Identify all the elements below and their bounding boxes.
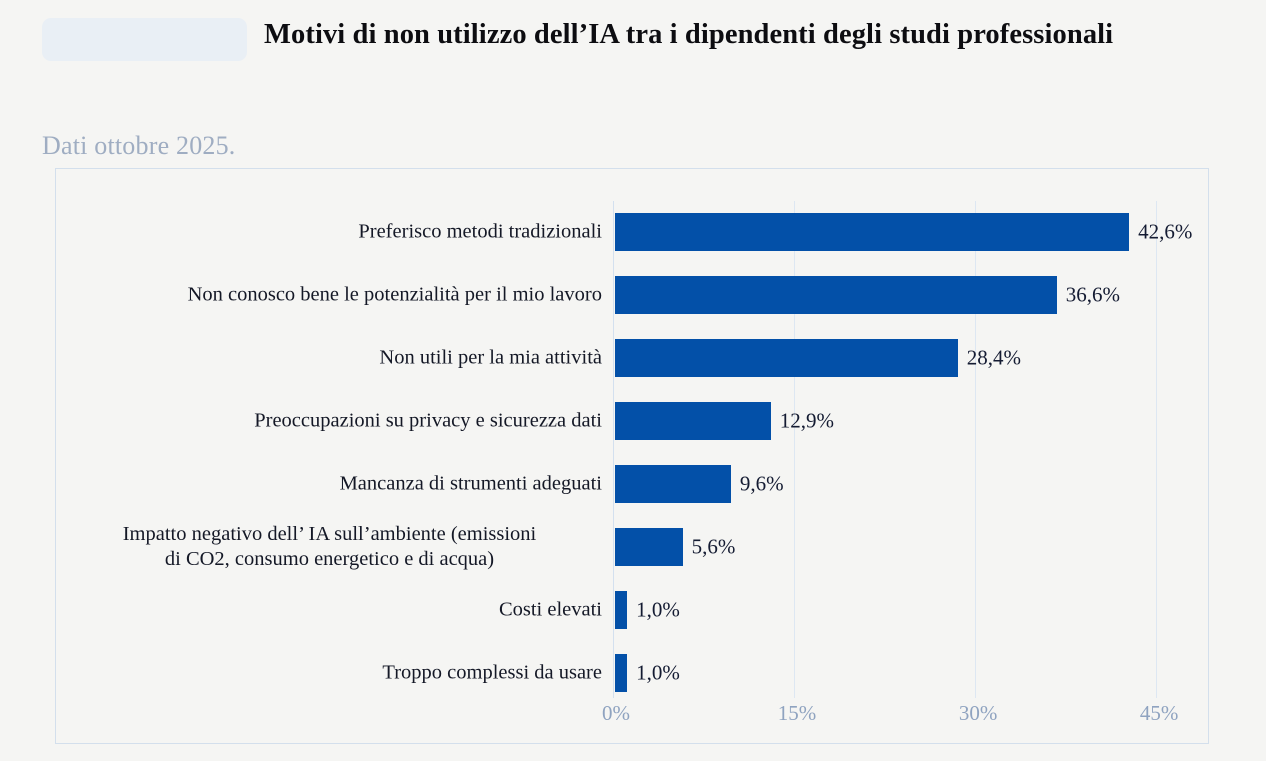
- bar-row[interactable]: Costi elevati 1,0%: [56, 591, 1208, 629]
- bar-row[interactable]: Impatto negativo dell’ IA sull’ambiente …: [56, 523, 1208, 570]
- plot-area: 0% 15% 30% 45% Preferisco metodi tradizional…: [56, 169, 1208, 743]
- bar[interactable]: [615, 528, 683, 566]
- bar-category-label: Troppo complessi da usare: [382, 661, 602, 684]
- bar-row[interactable]: Preferisco metodi tradizionali 42,6%: [56, 213, 1208, 251]
- bar-row[interactable]: Non utili per la mia attività 28,4%: [56, 339, 1208, 377]
- bar-row[interactable]: Preoccupazioni su privacy e sicurezza da…: [56, 402, 1208, 440]
- bar-value-label: 5,6%: [691, 534, 736, 559]
- bar-row[interactable]: Mancanza di strumenti adeguati 9,6%: [56, 465, 1208, 503]
- bar[interactable]: [615, 465, 731, 503]
- bar[interactable]: [615, 339, 958, 377]
- bar-value-label: 12,9%: [779, 408, 834, 433]
- page-title: Motivi di non utilizzo dell’IA tra i dip…: [264, 19, 1114, 50]
- bar-value-label: 1,0%: [636, 597, 680, 622]
- bar-value-label: 9,6%: [739, 471, 784, 496]
- header: Motivi di non utilizzo dell’IA tra i dip…: [42, 14, 1214, 98]
- bar[interactable]: [615, 213, 1130, 251]
- bar-category-label: Impatto negativo dell’ IA sull’ambiente …: [122, 523, 537, 570]
- bar-category-label: Non conosco bene le potenzialità per il …: [187, 283, 602, 306]
- gridline-15pct: [794, 201, 796, 698]
- title-row: Motivi di non utilizzo dell’IA tra i dip…: [42, 14, 1214, 98]
- bar[interactable]: [615, 402, 771, 440]
- bar-row[interactable]: Troppo complessi da usare 1,0%: [56, 654, 1208, 692]
- bar-value-label: 1,0%: [636, 660, 680, 685]
- x-axis-tick-label: 30%: [958, 701, 998, 725]
- bar-category-label: Preferisco metodi tradizionali: [358, 220, 602, 243]
- logo-placeholder: [42, 18, 247, 61]
- bar-value-label: 28,4%: [966, 345, 1022, 370]
- bar[interactable]: [615, 654, 628, 692]
- x-axis-tick-label: 0%: [602, 701, 630, 725]
- x-axis-tick-label: 45%: [1139, 701, 1179, 725]
- gridline-0pct: [613, 201, 614, 698]
- bar-value-label: 36,6%: [1065, 282, 1120, 307]
- bar-category-label: Mancanza di strumenti adeguati: [339, 472, 602, 495]
- bar[interactable]: [615, 591, 628, 629]
- bar-row[interactable]: Non conosco bene le potenzialità per il …: [56, 276, 1208, 314]
- gridline-30pct: [975, 201, 977, 698]
- bar[interactable]: [615, 276, 1057, 314]
- chart-frame: 0% 15% 30% 45% Preferisco metodi tradizional…: [55, 168, 1209, 744]
- bar-category-label: Preoccupazioni su privacy e sicurezza da…: [254, 409, 602, 432]
- x-axis-tick-label: 15%: [777, 701, 817, 725]
- bar-category-label: Costi elevati: [498, 598, 602, 621]
- gridline-45pct: [1156, 201, 1158, 698]
- bar-category-label: Non utili per la mia attività: [379, 346, 602, 369]
- bar-value-label: 42,6%: [1138, 219, 1193, 244]
- chart-subtitle: Dati ottobre 2025.: [42, 131, 236, 160]
